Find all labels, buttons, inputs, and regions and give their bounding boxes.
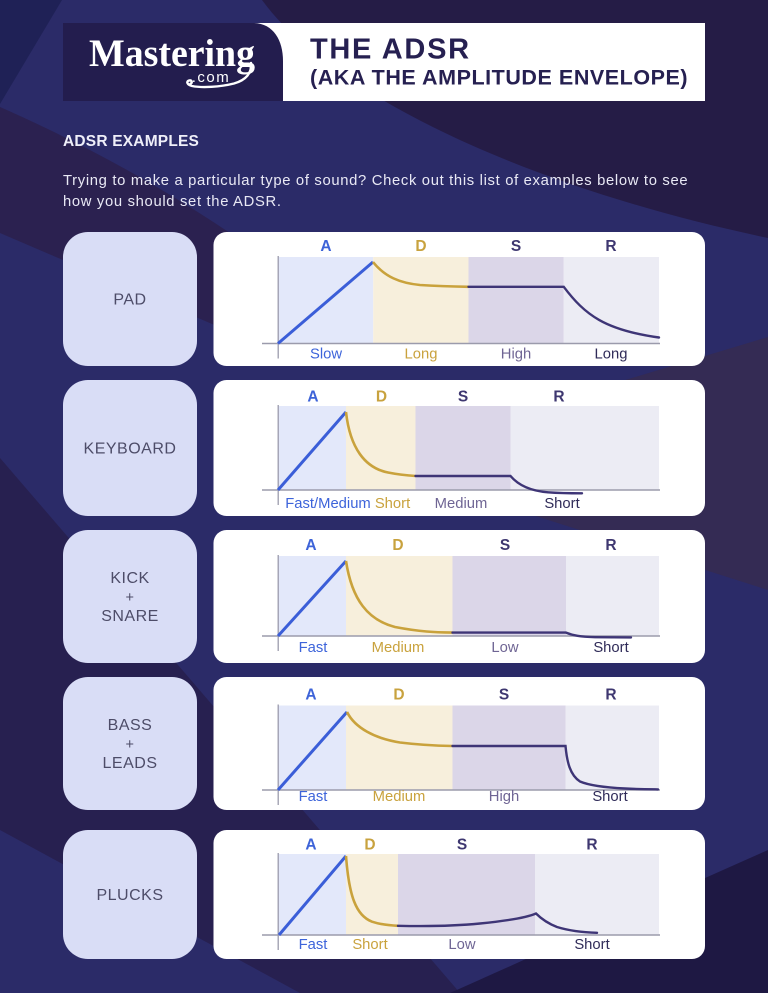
svg-text:A: A: [305, 837, 316, 854]
svg-text:Short: Short: [544, 496, 579, 512]
svg-text:D: D: [392, 537, 403, 554]
svg-text:D: D: [376, 389, 387, 406]
svg-text:Long: Long: [595, 347, 628, 363]
svg-text:A: A: [305, 687, 316, 704]
svg-text:SNARE: SNARE: [101, 608, 159, 625]
svg-text:Fast: Fast: [299, 937, 328, 953]
svg-text:KEYBOARD: KEYBOARD: [84, 440, 177, 457]
svg-text:R: R: [605, 537, 616, 554]
svg-text:D: D: [393, 687, 404, 704]
svg-text:Trying to make a particular ty: Trying to make a particular type of soun…: [63, 173, 688, 189]
svg-text:R: R: [605, 687, 616, 704]
svg-text:A: A: [307, 389, 318, 406]
svg-text:S: S: [457, 837, 467, 854]
svg-text:Short: Short: [592, 789, 627, 805]
svg-text:LEADS: LEADS: [103, 755, 158, 772]
svg-text:how you should set the ADSR.: how you should set the ADSR.: [63, 194, 282, 210]
svg-text:Medium: Medium: [373, 789, 426, 805]
svg-text:Low: Low: [491, 640, 518, 656]
svg-text:PAD: PAD: [113, 291, 146, 308]
svg-text:S: S: [458, 389, 468, 406]
svg-text:ADSR EXAMPLES: ADSR EXAMPLES: [63, 133, 199, 150]
svg-text:S: S: [511, 238, 521, 255]
svg-text:High: High: [501, 347, 531, 363]
svg-text:+: +: [126, 590, 135, 606]
svg-text:+: +: [126, 737, 135, 753]
svg-text:Short: Short: [375, 496, 410, 512]
svg-text:Fast: Fast: [299, 640, 328, 656]
svg-text:Slow: Slow: [310, 347, 342, 363]
svg-text:Medium: Medium: [435, 496, 488, 512]
svg-text:Fast: Fast: [299, 789, 328, 805]
svg-text:PLUCKS: PLUCKS: [96, 887, 163, 904]
svg-text:R: R: [605, 238, 616, 255]
svg-text:(AKA THE AMPLITUDE ENVELOPE): (AKA THE AMPLITUDE ENVELOPE): [310, 66, 688, 90]
svg-text:BASS: BASS: [108, 717, 153, 734]
svg-text:KICK: KICK: [110, 570, 149, 587]
svg-text:Low: Low: [448, 937, 475, 953]
svg-text:A: A: [320, 238, 331, 255]
svg-text:High: High: [489, 789, 519, 805]
svg-text:Medium: Medium: [372, 640, 425, 656]
svg-text:A: A: [305, 537, 316, 554]
svg-text:D: D: [415, 238, 426, 255]
svg-text:D: D: [364, 837, 375, 854]
svg-text:S: S: [499, 687, 509, 704]
svg-text:THE ADSR: THE ADSR: [310, 34, 471, 66]
svg-text:R: R: [553, 389, 564, 406]
svg-text:Fast/Medium: Fast/Medium: [285, 496, 371, 512]
svg-text:Long: Long: [405, 347, 438, 363]
svg-text:R: R: [586, 837, 597, 854]
svg-text:.com: .com: [192, 69, 231, 86]
svg-text:Mastering: Mastering: [89, 32, 255, 75]
svg-text:Short: Short: [352, 937, 387, 953]
svg-text:S: S: [500, 537, 510, 554]
svg-text:Short: Short: [593, 640, 628, 656]
svg-text:Short: Short: [574, 937, 609, 953]
